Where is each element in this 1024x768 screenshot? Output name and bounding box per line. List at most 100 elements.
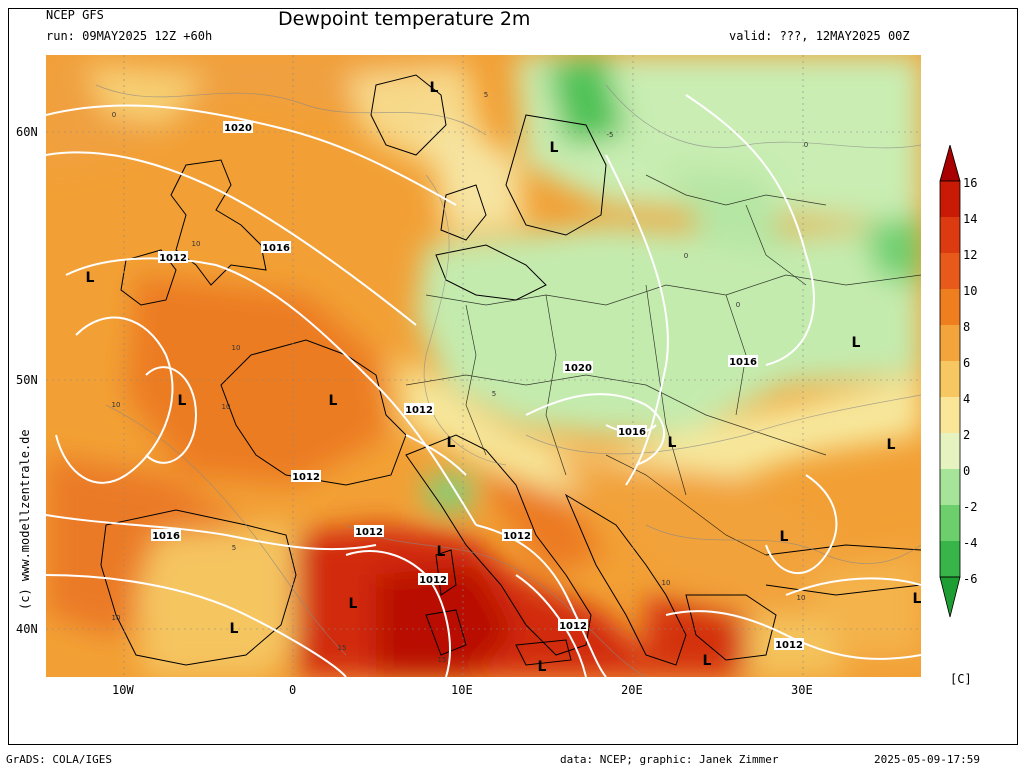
low-marker: L bbox=[430, 80, 439, 96]
svg-text:1016: 1016 bbox=[729, 357, 757, 368]
plot-frame bbox=[8, 8, 1018, 745]
run-info: run: 09MAY2025 12Z +60h bbox=[46, 29, 213, 43]
contour-value: 15 bbox=[438, 656, 447, 664]
svg-text:1012: 1012 bbox=[355, 527, 383, 538]
low-marker: L bbox=[887, 437, 896, 453]
low-marker: L bbox=[668, 435, 677, 451]
valid-time: valid: ???, 12MAY2025 00Z bbox=[729, 29, 910, 43]
lat-label-40n: 40N bbox=[16, 622, 38, 636]
dewpoint-contours bbox=[95, 84, 921, 677]
model-name: NCEP GFS bbox=[46, 8, 104, 22]
svg-text:1012: 1012 bbox=[292, 472, 320, 483]
lat-label-60n: 60N bbox=[16, 125, 38, 139]
contour-value: 10 bbox=[192, 240, 201, 248]
isobar-label: 1012 bbox=[354, 525, 384, 538]
isobar-label: 1012 bbox=[774, 638, 804, 651]
svg-text:1016: 1016 bbox=[152, 531, 180, 542]
isobar-label: 1020 bbox=[563, 361, 593, 374]
low-marker: L bbox=[550, 140, 559, 156]
isobars bbox=[46, 94, 921, 677]
colorbar-label: -2 bbox=[963, 500, 978, 514]
isobar-label: 1016 bbox=[151, 529, 181, 542]
lon-label-10e: 10E bbox=[451, 683, 473, 697]
svg-text:1012: 1012 bbox=[775, 640, 803, 651]
watermark: (c) www.modellzentrale.de bbox=[18, 429, 32, 610]
colorbar-unit: [C] bbox=[950, 672, 972, 686]
svg-text:1012: 1012 bbox=[419, 575, 447, 586]
lon-label-0: 0 bbox=[289, 683, 297, 697]
contour-value: 0 bbox=[804, 141, 808, 149]
colorbar-label: 10 bbox=[963, 284, 978, 298]
colorbar-label: 6 bbox=[963, 356, 971, 370]
low-marker: L bbox=[230, 621, 239, 637]
footer-software: GrADS: COLA/IGES bbox=[6, 753, 112, 766]
lon-label-20e: 20E bbox=[621, 683, 643, 697]
contour-value: 10 bbox=[222, 403, 231, 411]
colorbar bbox=[939, 145, 961, 618]
colorbar-label: -4 bbox=[963, 536, 978, 550]
colorbar-label: 12 bbox=[963, 248, 978, 262]
contour-value: -5 bbox=[607, 131, 614, 139]
isobar-label: 1012 bbox=[158, 251, 188, 264]
low-marker: L bbox=[447, 435, 456, 451]
svg-text:1016: 1016 bbox=[618, 427, 646, 438]
contour-value: 0 bbox=[112, 111, 116, 119]
isobar-label: 1020 bbox=[223, 121, 253, 134]
contour-value: 15 bbox=[338, 644, 347, 652]
isobar-label: 1016 bbox=[728, 355, 758, 368]
low-marker: L bbox=[437, 544, 446, 560]
dewpoint-field bbox=[46, 55, 921, 677]
lat-label-50n: 50N bbox=[16, 373, 38, 387]
colorbar-label: -6 bbox=[963, 572, 978, 586]
isobar-label: 1016 bbox=[617, 425, 647, 438]
contour-value: 5 bbox=[232, 544, 236, 552]
contour-value: 10 bbox=[797, 594, 806, 602]
svg-text:1012: 1012 bbox=[503, 531, 531, 542]
colorbar-label: 0 bbox=[963, 464, 971, 478]
isobar-label: 1012 bbox=[418, 573, 448, 586]
low-marker: L bbox=[913, 591, 921, 607]
low-marker: L bbox=[178, 393, 187, 409]
low-marker: L bbox=[538, 659, 547, 675]
footer-timestamp: 2025-05-09-17:59 bbox=[874, 753, 980, 766]
isobar-label: 1016 bbox=[261, 241, 291, 254]
low-marker: L bbox=[329, 393, 338, 409]
low-marker: L bbox=[349, 596, 358, 612]
contour-value: 10 bbox=[662, 579, 671, 587]
contour-value-labels: 0 5 10 10 10 10 15 15 -5 0 0 0 5 5 10 10… bbox=[112, 91, 809, 664]
svg-text:1012: 1012 bbox=[559, 621, 587, 632]
lat-lon-grid bbox=[46, 55, 921, 677]
lon-label-30e: 30E bbox=[791, 683, 813, 697]
isobar-label: 1012 bbox=[404, 403, 434, 416]
colorbar-label: 4 bbox=[963, 392, 971, 406]
contour-value: 0 bbox=[736, 301, 740, 309]
map-title: Dewpoint temperature 2m bbox=[278, 8, 531, 30]
contour-value: 0 bbox=[684, 252, 688, 260]
colorbar-label: 8 bbox=[963, 320, 971, 334]
svg-text:1020: 1020 bbox=[564, 363, 592, 374]
svg-text:1016: 1016 bbox=[262, 243, 290, 254]
coastlines bbox=[100, 74, 921, 666]
lon-label-10w: 10W bbox=[112, 683, 134, 697]
contour-value: 5 bbox=[484, 91, 488, 99]
isobar-label: 1012 bbox=[558, 619, 588, 632]
svg-text:1012: 1012 bbox=[405, 405, 433, 416]
dewpoint-map: 1020 1016 1012 1012 1012 1016 1012 1012 … bbox=[46, 55, 921, 677]
low-pressure-markers: L L L L L L L L L L L L L L L L L bbox=[86, 80, 921, 675]
contour-value: 5 bbox=[492, 390, 496, 398]
colorbar-label: 16 bbox=[963, 176, 978, 190]
low-marker: L bbox=[86, 270, 95, 286]
low-marker: L bbox=[703, 653, 712, 669]
isobar-labels: 1020 1016 1012 1012 1012 1016 1012 1012 … bbox=[151, 121, 804, 651]
footer-credits: data: NCEP; graphic: Janek Zimmer bbox=[560, 753, 779, 766]
colorbar-label: 2 bbox=[963, 428, 971, 442]
contour-value: 10 bbox=[112, 401, 121, 409]
svg-text:1012: 1012 bbox=[159, 253, 187, 264]
contour-value: 10 bbox=[112, 614, 121, 622]
contour-value: 10 bbox=[232, 344, 241, 352]
svg-text:1020: 1020 bbox=[224, 123, 252, 134]
low-marker: L bbox=[852, 335, 861, 351]
isobar-label: 1012 bbox=[502, 529, 532, 542]
isobar-label: 1012 bbox=[291, 470, 321, 483]
low-marker: L bbox=[780, 529, 789, 545]
